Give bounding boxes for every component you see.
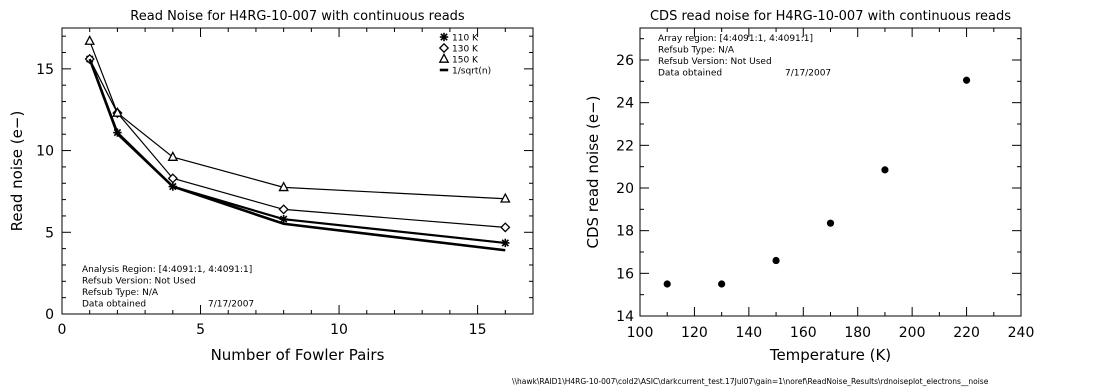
y-tick-label: 26 bbox=[616, 53, 634, 69]
cds-read-noise-vs-temperature-chart: CDS read noise for H4RG-10-007 with cont… bbox=[584, 9, 1035, 364]
annotation-block: Analysis Region: [4:4091:1, 4:4091:1] Ref… bbox=[82, 265, 254, 310]
data-point bbox=[84, 34, 95, 45]
legend-label: 110 K bbox=[452, 34, 479, 44]
data-point bbox=[167, 151, 179, 161]
data-point bbox=[962, 76, 971, 84]
annotation-label: Refsub Type: N/A bbox=[82, 288, 159, 298]
data-point bbox=[112, 106, 123, 117]
x-tick-label: 180 bbox=[844, 325, 871, 341]
y-axis-label: CDS read noise (e−) bbox=[584, 95, 602, 248]
y-tick-label: 16 bbox=[616, 266, 634, 282]
data-point bbox=[718, 280, 726, 288]
data-point bbox=[663, 280, 671, 288]
data-point bbox=[501, 238, 510, 248]
file-path-footer: \\hawk\RAID1\H4RG-10-007\cold2\ASIC\dark… bbox=[512, 377, 989, 386]
x-axis-label: Temperature (K) bbox=[769, 346, 891, 364]
legend-label: 1/sqrt(n) bbox=[452, 67, 491, 77]
data-point bbox=[826, 219, 835, 227]
y-tick-label: 15 bbox=[36, 62, 54, 78]
x-tick-label: 160 bbox=[790, 325, 817, 341]
legend-label: 150 K bbox=[452, 56, 479, 66]
x-tick-label: 15 bbox=[469, 322, 487, 338]
annotation-label: Refsub Version: Not Used bbox=[82, 277, 196, 287]
y-tick-label: 5 bbox=[45, 225, 54, 241]
x-tick-label: 0 bbox=[58, 322, 67, 338]
y-tick-label: 14 bbox=[616, 309, 634, 325]
x-tick-label: 200 bbox=[899, 325, 926, 341]
y-tick-label: 22 bbox=[616, 138, 634, 154]
annotation-label: Refsub Version: Not Used bbox=[658, 57, 772, 67]
annotation-label: Refsub Type: N/A bbox=[658, 46, 735, 56]
x-tick-label: 120 bbox=[681, 325, 708, 341]
chart-title: CDS read noise for H4RG-10-007 with cont… bbox=[650, 9, 1011, 24]
data-point bbox=[167, 173, 178, 184]
x-tick-label: 10 bbox=[330, 322, 348, 338]
data-point bbox=[278, 204, 289, 215]
read-noise-vs-fowler-pairs-chart: Read Noise for H4RG-10-007 with continuo… bbox=[8, 9, 534, 364]
legend-marker bbox=[438, 42, 450, 54]
annotation-value: 7/17/2007 bbox=[208, 300, 254, 310]
plot-frame bbox=[61, 27, 534, 315]
y-tick-label: 20 bbox=[616, 181, 634, 197]
annotation-value: 7/17/2007 bbox=[785, 69, 831, 79]
data-point bbox=[278, 181, 289, 192]
annotation-label: Array region: [4:4091:1, 4:4091:1] bbox=[658, 34, 813, 44]
y-tick-label: 0 bbox=[45, 307, 54, 323]
data-point bbox=[500, 192, 511, 203]
x-tick-label: 140 bbox=[735, 325, 762, 341]
x-tick-label: 5 bbox=[196, 322, 205, 338]
legend-label: 130 K bbox=[452, 45, 479, 55]
x-tick-label: 220 bbox=[953, 325, 980, 341]
y-tick-label: 10 bbox=[36, 144, 54, 160]
annotation-block: Array region: [4:4091:1, 4:4091:1] Refsub… bbox=[658, 34, 831, 79]
data-point bbox=[772, 256, 780, 265]
x-axis-label: Number of Fowler Pairs bbox=[211, 346, 385, 364]
annotation-label: Data obtained bbox=[658, 69, 722, 79]
data-point bbox=[500, 222, 511, 233]
y-tick-label: 24 bbox=[616, 96, 634, 112]
data-point bbox=[279, 215, 288, 224]
x-tick-label: 100 bbox=[627, 325, 654, 341]
annotation-label: Data obtained bbox=[82, 300, 146, 310]
y-axis-label: Read noise (e−) bbox=[8, 111, 26, 232]
legend-marker bbox=[439, 32, 449, 42]
legend-marker bbox=[438, 52, 450, 63]
annotation-label: Analysis Region: [4:4091:1, 4:4091:1] bbox=[82, 265, 252, 275]
x-tick-label: 240 bbox=[1008, 325, 1035, 341]
y-tick-label: 18 bbox=[616, 224, 634, 240]
series-line-3 bbox=[88, 58, 506, 252]
chart-title: Read Noise for H4RG-10-007 with continuo… bbox=[130, 9, 465, 24]
data-point bbox=[881, 166, 889, 174]
